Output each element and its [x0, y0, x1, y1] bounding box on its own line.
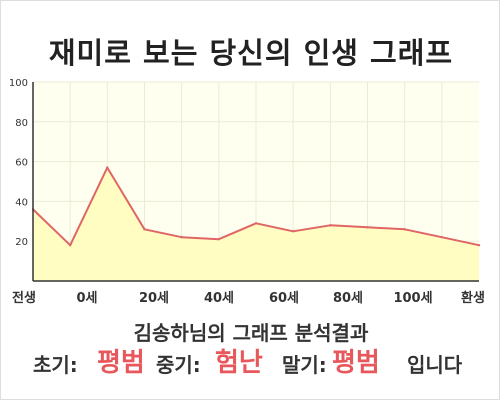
data-point — [69, 244, 72, 247]
early-stage-label: 초기: — [33, 353, 78, 377]
y-tick-label: 20 — [15, 237, 28, 248]
data-point — [440, 236, 443, 239]
data-point — [477, 244, 481, 247]
y-tick-label: 60 — [15, 158, 28, 169]
early-stage-value: 평범 — [97, 348, 145, 378]
data-point — [254, 222, 258, 225]
y-tick-label: 40 — [15, 197, 28, 208]
analysis-result-line: 초기: 평범 중기: 험난 말기: 평범 입니다 — [1, 345, 500, 381]
late-stage-value: 평범 — [332, 348, 380, 378]
data-point — [292, 230, 295, 233]
data-point — [106, 166, 109, 169]
middle-stage-label: 중기: — [156, 353, 201, 377]
x-tick-label: 전생 — [12, 290, 36, 306]
x-tick-label: 0세 — [76, 291, 97, 306]
data-point — [180, 236, 183, 239]
data-point — [217, 238, 220, 241]
data-point — [403, 228, 406, 231]
page-title: 재미로 보는 당신의 인생 그래프 — [48, 36, 454, 70]
x-tick-label: 40세 — [204, 291, 234, 306]
x-tick-label: 60세 — [269, 291, 299, 306]
middle-stage-value: 험난 — [215, 348, 263, 378]
y-tick-label: 100 — [9, 78, 28, 89]
analysis-headline: 김송하님의 그래프 분석결과 — [133, 321, 369, 345]
x-tick-label: 100세 — [393, 291, 432, 306]
x-tick-label: 환생 — [461, 290, 485, 306]
late-stage-label: 말기: — [282, 353, 327, 377]
result-ending: 입니다 — [407, 353, 463, 377]
y-tick-label: 80 — [15, 118, 28, 129]
data-point — [329, 224, 332, 227]
x-tick-label: 80세 — [333, 291, 363, 306]
data-point — [366, 226, 369, 229]
data-point — [143, 228, 146, 231]
x-tick-label: 20세 — [139, 291, 169, 306]
